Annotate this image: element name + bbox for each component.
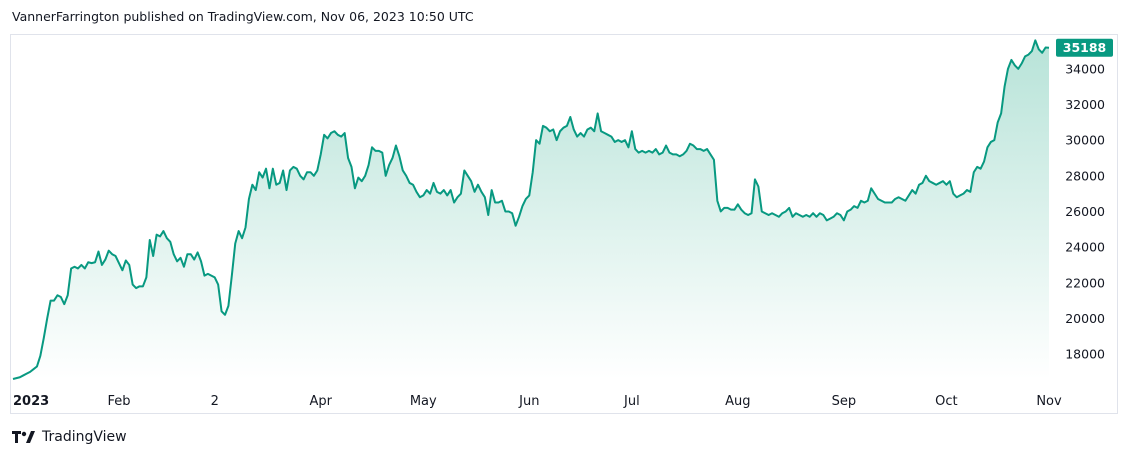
y-tick-label: 26000 <box>1065 204 1105 219</box>
x-tick-label: Nov <box>1036 394 1062 409</box>
price-chart[interactable]: 2023 Feb 2 Apr May Jun Jul Aug Sep Oct Nov 18000 20… <box>11 35 1117 413</box>
y-tick-label: 20000 <box>1065 311 1105 326</box>
chart-frame: 2023 Feb 2 Apr May Jun Jul Aug Sep Oct Nov 18000 20… <box>10 34 1118 414</box>
footer-brand: TradingView <box>42 429 127 445</box>
price-line <box>12 39 1050 380</box>
footer: TradingView <box>12 429 127 445</box>
x-tick-label: May <box>410 394 437 409</box>
y-tick-label: 24000 <box>1065 240 1105 255</box>
y-tick-label: 22000 <box>1065 275 1105 290</box>
y-tick-label: 28000 <box>1065 168 1105 183</box>
last-price-badge <box>1056 38 1113 57</box>
last-price-label: 35188 <box>1063 40 1107 55</box>
last-price-tag: 35188 <box>1056 38 1113 57</box>
y-tick-label: 32000 <box>1065 97 1105 112</box>
publish-info: VannerFarrington published on TradingVie… <box>12 9 474 24</box>
x-tick-label: Sep <box>832 394 857 409</box>
x-axis: 2023 Feb 2 Apr May Jun Jul Aug Sep Oct Nov <box>13 394 1062 409</box>
y-tick-label: 34000 <box>1065 61 1105 76</box>
x-tick-label: Apr <box>309 394 332 409</box>
price-area-fill <box>13 40 1049 379</box>
y-tick-label: 30000 <box>1065 133 1105 148</box>
x-tick-label: Feb <box>107 394 130 409</box>
plot-area <box>12 39 1050 380</box>
x-tick-label: Jun <box>518 394 539 409</box>
x-tick-label: Aug <box>725 394 750 409</box>
x-tick-label: Jul <box>623 394 640 409</box>
x-tick-label: 2 <box>211 394 219 409</box>
x-tick-label: Oct <box>935 394 957 409</box>
y-tick-label: 18000 <box>1065 347 1105 362</box>
y-axis: 18000 20000 22000 24000 26000 28000 30000 32000… <box>1065 61 1105 361</box>
tradingview-logo-icon <box>12 431 35 443</box>
x-tick-label: 2023 <box>13 394 49 409</box>
